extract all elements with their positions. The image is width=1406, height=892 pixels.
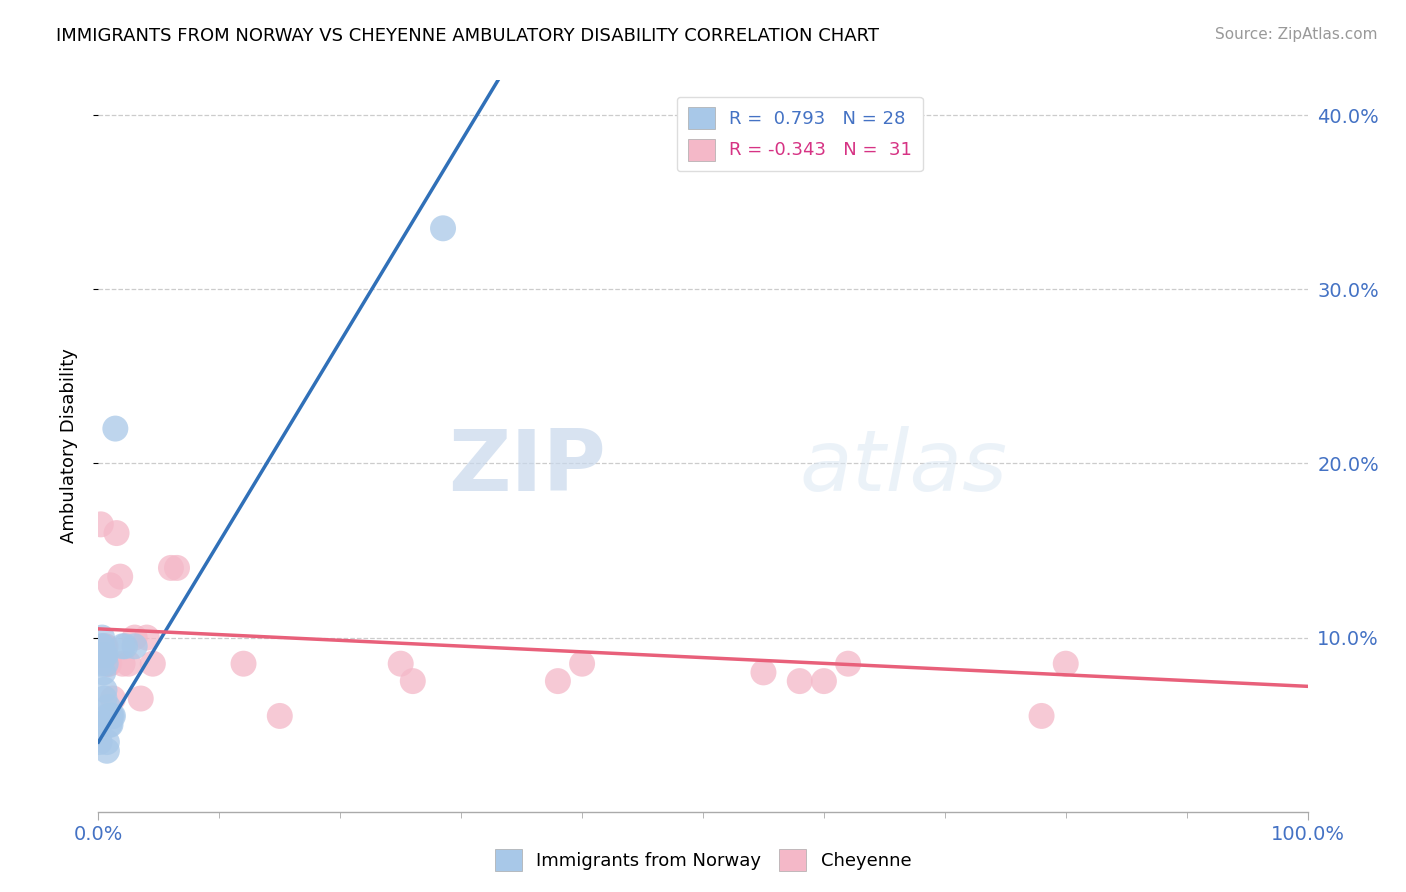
Point: [93, 691, 115, 706]
Point: [91, 648, 114, 662]
Point: [108, 569, 131, 583]
Text: IMMIGRANTS FROM NORWAY VS CHEYENNE AMBULATORY DISABILITY CORRELATION CHART: IMMIGRANTS FROM NORWAY VS CHEYENNE AMBUL…: [56, 27, 879, 45]
Point: [94, 657, 117, 671]
Point: [118, 657, 141, 671]
Point: [232, 657, 254, 671]
Point: [94, 640, 117, 654]
Point: [789, 674, 811, 689]
Point: [389, 657, 412, 671]
Point: [160, 561, 183, 575]
Point: [269, 709, 291, 723]
Point: [129, 691, 152, 706]
Point: [100, 709, 122, 723]
Point: [1031, 709, 1053, 723]
Point: [166, 561, 188, 575]
Point: [114, 640, 136, 654]
Point: [111, 640, 134, 654]
Point: [91, 665, 114, 680]
Point: [837, 657, 859, 671]
Point: [97, 709, 120, 723]
Point: [96, 744, 118, 758]
Point: [124, 640, 146, 654]
Point: [89, 717, 111, 731]
Point: [135, 631, 157, 645]
Point: [100, 578, 122, 592]
Point: [90, 648, 112, 662]
Text: Source: ZipAtlas.com: Source: ZipAtlas.com: [1215, 27, 1378, 42]
Point: [105, 526, 128, 541]
Point: [104, 421, 127, 435]
Point: [91, 640, 114, 654]
Point: [90, 657, 112, 671]
Point: [91, 640, 114, 654]
Text: atlas: atlas: [800, 426, 1008, 509]
Point: [98, 717, 121, 731]
Point: [101, 691, 124, 706]
Legend: R =  0.793   N = 28, R = -0.343   N =  31: R = 0.793 N = 28, R = -0.343 N = 31: [676, 96, 922, 171]
Point: [93, 648, 115, 662]
Y-axis label: Ambulatory Disability: Ambulatory Disability: [59, 349, 77, 543]
Point: [100, 717, 122, 731]
Point: [98, 657, 121, 671]
Point: [432, 221, 454, 235]
Point: [142, 657, 165, 671]
Point: [97, 657, 120, 671]
Point: [90, 517, 112, 532]
Point: [91, 640, 114, 654]
Point: [124, 631, 146, 645]
Point: [91, 631, 114, 645]
Point: [547, 674, 569, 689]
Point: [111, 657, 134, 671]
Point: [93, 640, 115, 654]
Point: [752, 665, 775, 680]
Point: [1054, 657, 1077, 671]
Point: [94, 648, 117, 662]
Point: [93, 682, 115, 697]
Point: [97, 700, 120, 714]
Point: [89, 735, 111, 749]
Point: [96, 657, 118, 671]
Point: [101, 709, 124, 723]
Text: ZIP: ZIP: [449, 426, 606, 509]
Legend: Immigrants from Norway, Cheyenne: Immigrants from Norway, Cheyenne: [488, 842, 918, 879]
Point: [100, 709, 122, 723]
Point: [96, 735, 118, 749]
Point: [571, 657, 593, 671]
Point: [813, 674, 835, 689]
Point: [402, 674, 425, 689]
